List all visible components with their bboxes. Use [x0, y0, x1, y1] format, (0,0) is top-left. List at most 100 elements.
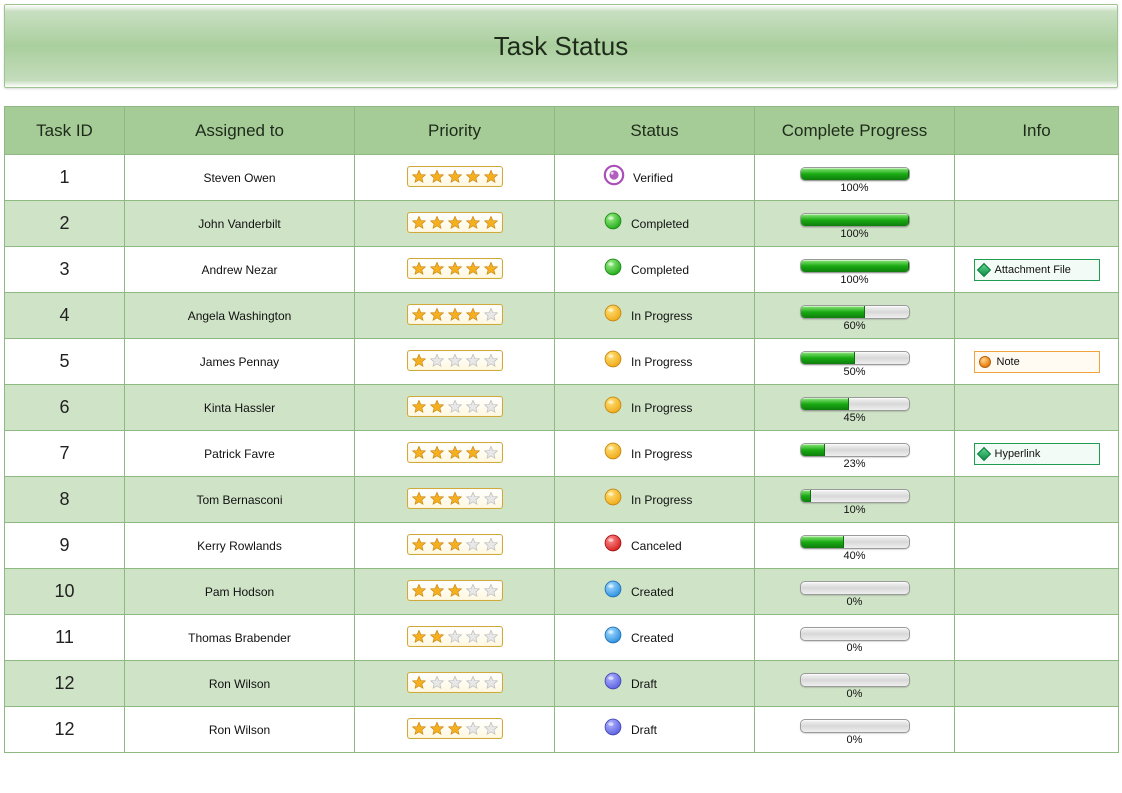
col-header-assigned[interactable]: Assigned to	[125, 107, 355, 155]
status-label: Verified	[633, 171, 673, 185]
priority-stars[interactable]	[407, 350, 503, 371]
cell-progress: 100%	[755, 247, 955, 293]
cell-task-id: 10	[5, 569, 125, 615]
cell-task-id: 1	[5, 155, 125, 201]
table-row[interactable]: 5James Pennay In Progress50%Note	[5, 339, 1119, 385]
cell-progress: 0%	[755, 707, 955, 753]
priority-stars[interactable]	[407, 626, 503, 647]
cell-status: Canceled	[555, 523, 755, 569]
cell-progress: 10%	[755, 477, 955, 523]
cell-info	[955, 201, 1119, 247]
progress-label: 23%	[843, 458, 865, 470]
priority-stars[interactable]	[407, 580, 503, 601]
cell-progress: 50%	[755, 339, 955, 385]
cell-assigned-to: Ron Wilson	[125, 707, 355, 753]
priority-stars[interactable]	[407, 212, 503, 233]
cell-task-id: 12	[5, 661, 125, 707]
status-label: Completed	[631, 217, 689, 231]
cell-assigned-to: James Pennay	[125, 339, 355, 385]
priority-stars[interactable]	[407, 304, 503, 325]
cell-progress: 100%	[755, 155, 955, 201]
priority-stars[interactable]	[407, 258, 503, 279]
col-header-status[interactable]: Status	[555, 107, 755, 155]
priority-stars[interactable]	[407, 534, 503, 555]
cell-priority	[355, 615, 555, 661]
status-icon	[603, 257, 623, 282]
progress-bar	[800, 673, 910, 687]
progress-bar	[800, 627, 910, 641]
cell-assigned-to: Steven Owen	[125, 155, 355, 201]
table-row[interactable]: 11Thomas Brabender Created0%	[5, 615, 1119, 661]
table-row[interactable]: 8Tom Bernasconi In Progress10%	[5, 477, 1119, 523]
progress-bar	[800, 259, 910, 273]
cell-progress: 0%	[755, 569, 955, 615]
status-icon	[603, 717, 623, 742]
cell-progress: 40%	[755, 523, 955, 569]
col-header-id[interactable]: Task ID	[5, 107, 125, 155]
cell-info	[955, 477, 1119, 523]
cell-progress: 23%	[755, 431, 955, 477]
cell-progress: 60%	[755, 293, 955, 339]
progress-label: 40%	[843, 550, 865, 562]
cell-status: Created	[555, 569, 755, 615]
table-row[interactable]: 3Andrew Nezar Completed100%Attachment Fi…	[5, 247, 1119, 293]
status-label: In Progress	[631, 447, 692, 461]
cell-status: Verified	[555, 155, 755, 201]
col-header-priority[interactable]: Priority	[355, 107, 555, 155]
cell-task-id: 8	[5, 477, 125, 523]
cell-assigned-to: Pam Hodson	[125, 569, 355, 615]
cell-priority	[355, 661, 555, 707]
table-row[interactable]: 12Ron Wilson Draft0%	[5, 661, 1119, 707]
progress-bar	[800, 719, 910, 733]
progress-bar	[800, 167, 910, 181]
priority-stars[interactable]	[407, 488, 503, 509]
cell-info	[955, 155, 1119, 201]
cell-task-id: 6	[5, 385, 125, 431]
status-label: Draft	[631, 677, 657, 691]
cell-priority	[355, 385, 555, 431]
cell-assigned-to: Ron Wilson	[125, 661, 355, 707]
cell-priority	[355, 201, 555, 247]
progress-label: 45%	[843, 412, 865, 424]
cell-assigned-to: Patrick Favre	[125, 431, 355, 477]
cell-assigned-to: Kerry Rowlands	[125, 523, 355, 569]
cell-info	[955, 523, 1119, 569]
progress-label: 100%	[840, 274, 868, 286]
table-row[interactable]: 9Kerry Rowlands Canceled40%	[5, 523, 1119, 569]
cell-task-id: 2	[5, 201, 125, 247]
progress-bar	[800, 581, 910, 595]
status-icon	[603, 533, 623, 558]
priority-stars[interactable]	[407, 442, 503, 463]
priority-stars[interactable]	[407, 396, 503, 417]
cell-task-id: 3	[5, 247, 125, 293]
table-row[interactable]: 10Pam Hodson Created0%	[5, 569, 1119, 615]
info-tag[interactable]: Attachment File	[974, 259, 1100, 281]
table-row[interactable]: 7Patrick Favre In Progress23%Hyperlink	[5, 431, 1119, 477]
info-tag[interactable]: Note	[974, 351, 1100, 373]
progress-label: 100%	[840, 182, 868, 194]
cell-task-id: 12	[5, 707, 125, 753]
cell-status: Draft	[555, 661, 755, 707]
progress-label: 10%	[843, 504, 865, 516]
cell-task-id: 4	[5, 293, 125, 339]
table-row[interactable]: 6Kinta Hassler In Progress45%	[5, 385, 1119, 431]
table-row[interactable]: 2John Vanderbilt Completed100%	[5, 201, 1119, 247]
table-row[interactable]: 4Angela Washington In Progress60%	[5, 293, 1119, 339]
col-header-progress[interactable]: Complete Progress	[755, 107, 955, 155]
cell-info	[955, 661, 1119, 707]
priority-stars[interactable]	[407, 166, 503, 187]
info-tag[interactable]: Hyperlink	[974, 443, 1100, 465]
priority-stars[interactable]	[407, 672, 503, 693]
status-label: Created	[631, 631, 674, 645]
status-label: Completed	[631, 263, 689, 277]
priority-stars[interactable]	[407, 718, 503, 739]
table-row[interactable]: 12Ron Wilson Draft0%	[5, 707, 1119, 753]
table-row[interactable]: 1Steven Owen Verified 100%	[5, 155, 1119, 201]
status-label: Canceled	[631, 539, 682, 553]
col-header-info[interactable]: Info	[955, 107, 1119, 155]
cell-info	[955, 615, 1119, 661]
cell-progress: 100%	[755, 201, 955, 247]
cell-status: In Progress	[555, 293, 755, 339]
progress-bar	[800, 213, 910, 227]
cell-status: In Progress	[555, 339, 755, 385]
